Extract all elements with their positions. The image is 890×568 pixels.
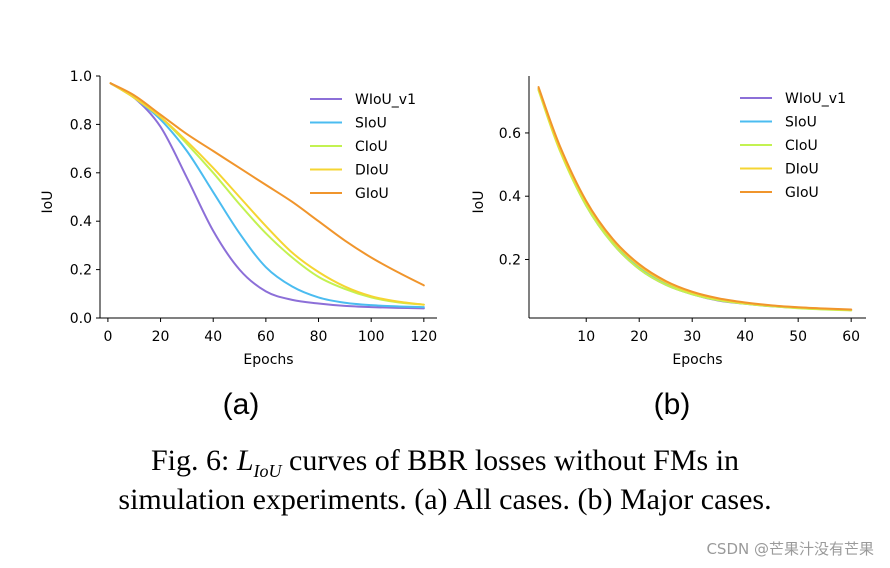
y-tick-label: 0.6 <box>70 166 92 182</box>
y-tick-label: 0.4 <box>70 214 92 230</box>
legend-label: SIoU <box>355 116 387 132</box>
chart-panel-a: 0 20 40 60 80 100 120 0.0 0.2 0.4 0.6 0.8 1.0 Epochs I… <box>40 69 437 421</box>
x-tick-label: 120 <box>410 329 437 345</box>
series-line-siou <box>109 82 425 309</box>
x-tick-label: 30 <box>683 329 701 345</box>
panel-label: (a) <box>223 388 260 421</box>
panel-label: (b) <box>654 388 691 421</box>
caption-math-symbol: L <box>236 444 254 477</box>
caption-line-1-text: curves of BBR losses without FMs in <box>281 444 740 477</box>
caption-math-subscript: IoU <box>253 461 282 481</box>
series-line-wiou-v1 <box>109 82 425 310</box>
x-tick-label: 0 <box>103 329 112 345</box>
figure-caption-line-1: Fig. 6: LIoU curves of BBR losses withou… <box>0 442 890 490</box>
y-tick-label: 0.0 <box>70 311 92 327</box>
series-line-giou <box>537 86 853 311</box>
y-axis-label: IoU <box>40 191 56 214</box>
x-axis-label: Epochs <box>243 352 293 368</box>
legend-label: DIoU <box>785 162 819 178</box>
y-tick-label: 1.0 <box>70 69 92 85</box>
x-tick-label: 40 <box>204 329 222 345</box>
series-line-diou <box>109 82 425 306</box>
x-tick-label: 60 <box>257 329 275 345</box>
y-tick-label: 0.8 <box>70 117 92 133</box>
y-tick-label: 0.2 <box>499 252 521 268</box>
legend-label: GIoU <box>355 186 389 202</box>
x-tick-label: 20 <box>630 329 648 345</box>
legend-label: WIoU_v1 <box>785 91 846 107</box>
y-axis-label: IoU <box>471 191 487 214</box>
y-tick-label: 0.2 <box>70 263 92 279</box>
legend: WIoU_v1 SIoU CIoU DIoU GIoU <box>310 92 416 202</box>
series-line-giou <box>109 82 425 287</box>
legend-label: GIoU <box>785 185 819 201</box>
x-tick-label: 40 <box>736 329 754 345</box>
legend: WIoU_v1 SIoU CIoU DIoU GIoU <box>740 91 846 201</box>
x-axis-label: Epochs <box>672 352 722 368</box>
x-tick-label: 20 <box>152 329 170 345</box>
x-tick-label: 80 <box>310 329 328 345</box>
legend-label: CIoU <box>355 139 388 155</box>
y-tick-label: 0.4 <box>499 189 521 205</box>
legend-label: SIoU <box>785 115 817 131</box>
y-tick-label: 0.6 <box>499 126 521 142</box>
x-tick-label: 50 <box>789 329 807 345</box>
legend-label: DIoU <box>355 163 389 179</box>
x-tick-label: 100 <box>358 329 385 345</box>
x-tick-label: 60 <box>842 329 860 345</box>
legend-label: WIoU_v1 <box>355 92 416 108</box>
caption-prefix: Fig. 6: <box>150 444 237 477</box>
x-tick-label: 10 <box>577 329 595 345</box>
figure-caption-line-2: simulation experiments. (a) All cases. (… <box>118 483 772 516</box>
watermark: CSDN @芒果汁没有芒果 <box>706 540 874 558</box>
chart-panel-b: 10 20 30 40 50 60 0.2 0.4 0.6 Epochs IoU WIoU_v1 SIo… <box>471 76 866 421</box>
legend-label: CIoU <box>785 138 818 154</box>
